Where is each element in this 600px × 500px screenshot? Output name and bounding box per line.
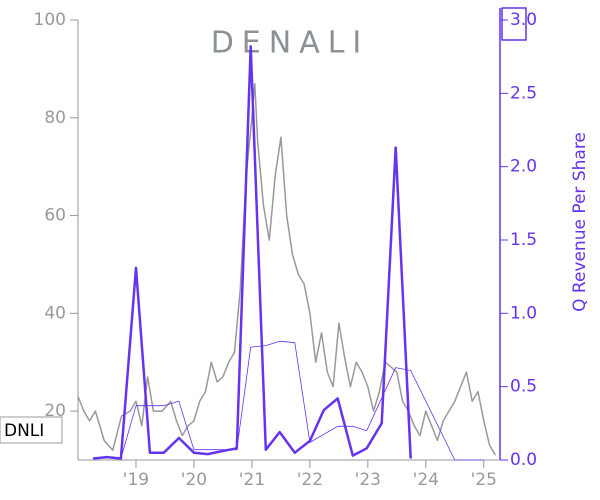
y-tick-label: 20 xyxy=(44,401,66,421)
x-tick-label: '21 xyxy=(239,470,265,490)
y-tick-label: 60 xyxy=(44,206,66,226)
y-tick-label: 80 xyxy=(44,108,66,128)
y2-tick-label: 0.0 xyxy=(510,450,537,470)
series-line xyxy=(92,45,412,460)
ticker-box xyxy=(0,416,63,444)
y2-tick-label: 2.0 xyxy=(510,157,537,177)
x-tick-label: '22 xyxy=(297,470,323,490)
x-tick-label: '23 xyxy=(355,470,381,490)
series-line xyxy=(120,340,484,461)
y2-tick-label: 3.0 xyxy=(510,10,537,30)
series-line xyxy=(77,82,497,456)
y2-axis-label: Q Revenue Per Share xyxy=(570,132,590,312)
y2-tick-label: 1.5 xyxy=(510,230,537,250)
logo: DENALI xyxy=(211,26,370,61)
plot xyxy=(77,45,497,461)
y-tick-label: 100 xyxy=(34,10,66,30)
x-tick-label: '20 xyxy=(181,470,207,490)
x-tick-label: '25 xyxy=(471,470,497,490)
x-tick-label: '24 xyxy=(413,470,439,490)
y2-tick-label: 1.0 xyxy=(510,303,537,323)
legend-box xyxy=(501,7,527,41)
y2-tick-label: 2.5 xyxy=(510,83,537,103)
y2-tick-label: 0.5 xyxy=(510,377,537,397)
y-tick-label: 40 xyxy=(44,303,66,323)
ticker-label: DNLI xyxy=(4,421,44,441)
x-tick-label: '19 xyxy=(123,470,149,490)
